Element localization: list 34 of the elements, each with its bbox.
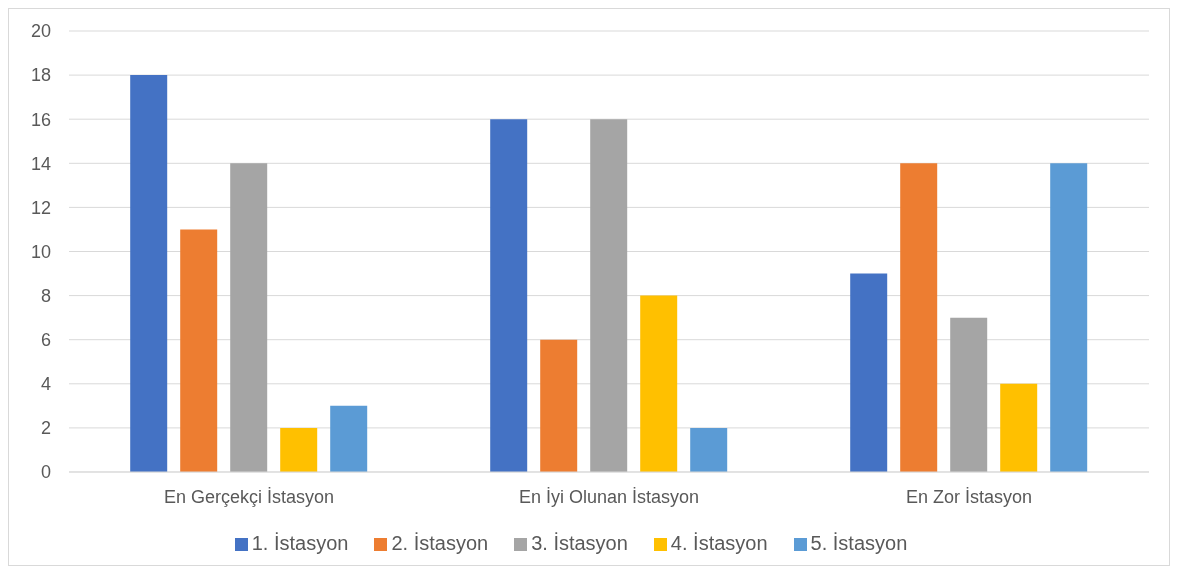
bar [640,295,678,472]
y-tick-label: 4 [40,374,51,395]
y-tick-label: 10 [30,241,51,262]
legend-label: 3. İstasyon [531,532,628,554]
bar [540,339,578,472]
y-tick-label: 14 [30,153,51,174]
legend-label: 1. İstasyon [251,532,349,554]
y-tick-label: 12 [30,197,51,218]
bar [590,119,628,472]
y-tick-label: 20 [30,21,51,42]
bar [130,75,168,472]
bar [690,427,728,472]
y-tick-label: 6 [40,330,51,351]
y-tick-label: 2 [40,418,51,439]
bar [1000,383,1038,472]
y-tick-label: 18 [30,65,51,86]
x-tick-label: En İyi Olunan İstasyon [518,486,700,507]
bar [900,163,938,472]
bar [1050,163,1088,472]
y-tick-label: 0 [40,462,51,483]
legend-label: 4. İstasyon [670,532,768,554]
legend-label: 2. İstasyon [391,532,489,554]
x-tick-label: En Gerçekçi İstasyon [163,486,335,507]
bar [330,405,368,472]
y-tick-label: 16 [30,109,51,130]
legend-label: 5. İstasyon [810,532,908,554]
bar [490,119,528,472]
bar [230,163,268,472]
bar [280,427,318,472]
bar [850,273,888,472]
y-tick-label: 8 [40,285,51,306]
bar [180,229,218,472]
bar [950,317,988,472]
x-tick-label: En Zor İstasyon [905,486,1033,507]
